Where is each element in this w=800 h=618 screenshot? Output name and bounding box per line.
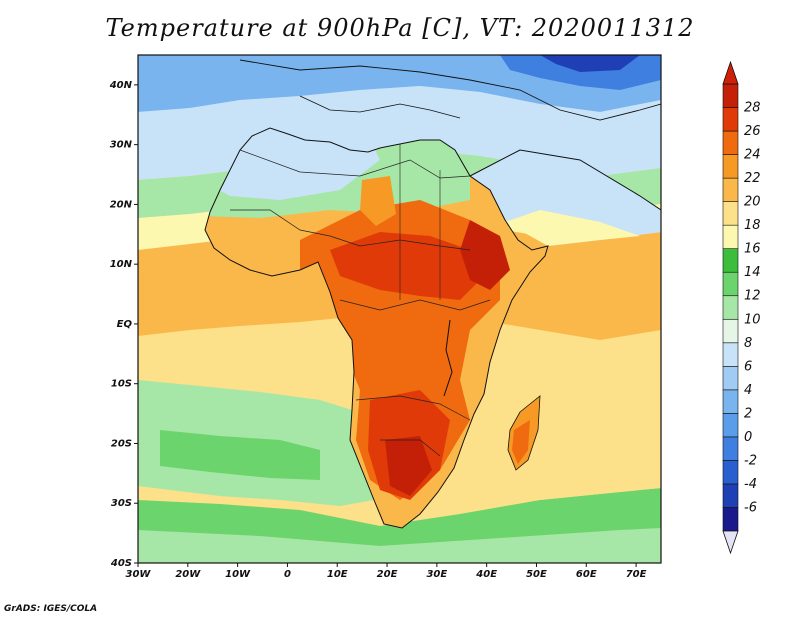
colorbar-label: 14 xyxy=(744,265,761,280)
kalahari-max-core xyxy=(385,436,432,496)
colorbar-bin xyxy=(722,224,739,249)
lat-tick-label: 20N xyxy=(110,199,133,210)
lon-tick-label: 20E xyxy=(377,569,398,580)
lat-tick-label: 30N xyxy=(110,140,133,151)
colorbar-bin xyxy=(722,83,739,108)
temperature-field xyxy=(138,55,661,563)
lon-tick-label: 50E xyxy=(526,569,547,580)
colorbar-bin xyxy=(722,271,739,297)
lon-tick-label: 40E xyxy=(475,569,497,580)
lat-tick-label: 10N xyxy=(110,259,133,270)
south-atlantic-core xyxy=(160,430,320,480)
arabia-south-field xyxy=(505,210,640,246)
colorbar-label: 12 xyxy=(744,289,761,304)
africa-coastline xyxy=(204,127,549,529)
colorbar-label: -4 xyxy=(744,477,757,492)
colorbar-bin xyxy=(722,177,739,202)
lon-tick-label: 10W xyxy=(225,569,251,580)
south-africa-borders xyxy=(380,439,441,457)
colorbar-bin xyxy=(722,483,739,508)
colorbar-bin xyxy=(722,507,739,532)
lon-tick-label: 30E xyxy=(426,569,447,580)
colorbar-under-arrow xyxy=(722,530,739,555)
ethiopia-hot-core xyxy=(460,220,510,290)
colorbar-label: -6 xyxy=(744,500,757,515)
southern-africa-borders xyxy=(355,395,471,421)
colorbar-bin xyxy=(722,318,739,344)
great-lakes-outline xyxy=(443,319,453,397)
sahel-hot-core xyxy=(330,232,480,300)
lon-tick-label: 0 xyxy=(284,569,291,580)
arabia-coastline xyxy=(469,149,661,211)
indian-ocean-field xyxy=(454,362,661,500)
colorbar-label: 24 xyxy=(744,148,761,163)
lat-tick-label: 20S xyxy=(111,438,132,449)
colorbar-bin xyxy=(722,342,739,367)
lon-tick-label: 70E xyxy=(626,569,647,580)
colorbar-label: 16 xyxy=(744,242,761,257)
colorbar-bin xyxy=(722,366,739,391)
colorbar-bin xyxy=(722,460,739,485)
colorbar-label: 10 xyxy=(744,312,761,327)
colorbar-bin xyxy=(722,413,739,438)
lon-tick-label: 60E xyxy=(576,569,597,580)
colorbar-bin xyxy=(722,154,739,179)
colorbar-bin xyxy=(722,389,739,414)
lat-tick-label: EQ xyxy=(117,319,133,330)
caucasus-cold-core xyxy=(540,55,640,72)
colorbar-label: 18 xyxy=(744,218,761,233)
central-africa-borders xyxy=(339,299,491,311)
lon-tick-label: 30W xyxy=(126,569,152,580)
europe-coastline xyxy=(239,59,661,121)
colorbar-bin xyxy=(722,107,739,132)
colorbar-over-arrow xyxy=(722,60,739,85)
lon-tick-label: 10E xyxy=(327,569,348,580)
colorbar-label: 6 xyxy=(744,359,752,374)
lat-tick-label: 40N xyxy=(109,80,133,91)
north-africa-borders xyxy=(239,149,471,179)
colorbar-bin xyxy=(722,201,739,226)
map-title: Temperature at 900hPa [C], VT: 202001131… xyxy=(105,14,695,42)
colorbar-bin xyxy=(722,295,739,320)
colorbar-bin xyxy=(722,130,739,155)
colorbar-label: 0 xyxy=(744,430,752,445)
colorbar-label: 26 xyxy=(744,124,761,139)
colorbar-label: 22 xyxy=(744,171,761,186)
lat-tick-label: 10S xyxy=(111,379,132,390)
colorbar-bin xyxy=(722,436,739,461)
colorbar-bin xyxy=(722,248,739,273)
meridional-borders xyxy=(399,144,441,300)
colorbar-label: 28 xyxy=(744,101,761,116)
latitude-ticks: 40N 30N 20N 10N EQ 10S 20S 30S 40S xyxy=(109,80,138,569)
mediterranean-coast xyxy=(299,95,461,119)
lon-tick-label: 20W xyxy=(175,569,201,580)
colorbar-label: 2 xyxy=(744,406,752,421)
lat-tick-label: 30S xyxy=(111,498,132,509)
sahel-borders xyxy=(230,209,471,251)
colorbar-label: 4 xyxy=(744,383,752,398)
chad-warm-spot xyxy=(360,176,396,226)
map-frame xyxy=(137,54,662,564)
colorbar-label: 20 xyxy=(744,195,761,210)
colorbar-label: 8 xyxy=(744,336,752,351)
colorbar-label: -2 xyxy=(744,453,757,468)
lat-tick-label: 40S xyxy=(110,558,132,569)
longitude-ticks: 30W 20W 10W 0 10E 20E 30E 40E 50E 60E 70E xyxy=(126,563,647,580)
southern-ocean-outer-band xyxy=(138,528,661,563)
grads-credit: GrADS: IGES/COLA xyxy=(4,604,98,614)
madagascar-hot-core xyxy=(512,420,530,464)
